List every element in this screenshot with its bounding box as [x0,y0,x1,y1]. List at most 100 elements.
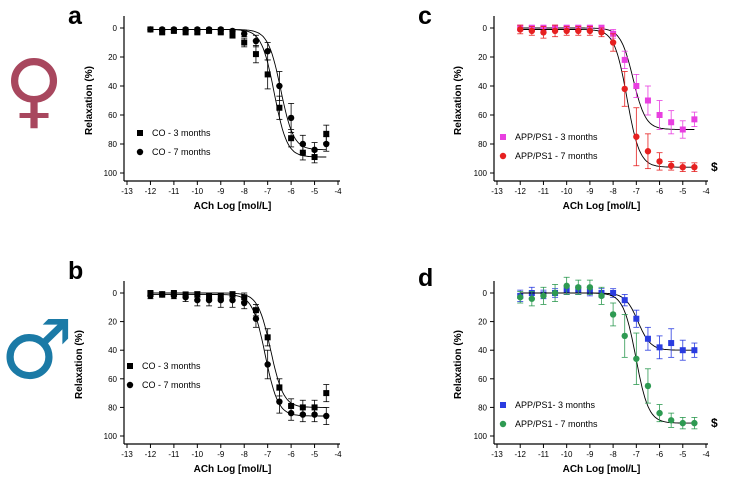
data-point [276,398,283,405]
data-point [288,135,295,142]
legend-label: CO - 3 months [152,128,211,138]
data-point [679,419,686,427]
data-point [540,29,547,36]
data-point [621,297,628,304]
data-point [323,130,330,137]
x-tick-label: -9 [586,187,594,196]
data-point [229,27,236,35]
x-tick-label: -9 [217,187,225,196]
x-axis-title: ACh Log [mol/L] [194,201,272,212]
data-point [563,282,570,290]
y-tick-label: 60 [478,111,487,120]
series-1 [517,24,698,139]
x-tick-label: -10 [561,187,573,196]
data-point [540,292,547,300]
data-point [691,419,698,427]
x-tick-label: -5 [679,450,687,459]
x-tick-label: -12 [145,450,157,459]
data-point [229,296,236,304]
y-tick-label: 100 [104,169,118,178]
significance-annotation: $ [711,160,718,174]
data-point [170,292,178,300]
x-axis-title: ACh Log [mol/L] [563,464,641,475]
x-tick-label: -4 [702,187,710,196]
data-point [656,409,663,417]
data-point [323,390,330,397]
y-tick-label: 20 [478,53,487,62]
data-point [287,114,295,122]
data-point [610,290,617,296]
y-tick-label: 40 [478,346,487,355]
x-tick-label: -7 [633,450,641,459]
data-point [621,332,628,340]
data-point [609,39,617,46]
legend-marker [126,381,134,389]
data-point [667,417,675,424]
data-point [287,409,295,417]
data-point [182,26,189,33]
data-point [679,347,686,354]
x-tick-label: -4 [334,187,342,196]
data-point [551,27,559,35]
data-point [644,382,652,390]
x-tick-label: -13 [121,450,133,459]
data-point [633,133,640,140]
legend-marker [500,134,506,140]
y-tick-label: 60 [478,375,487,384]
data-point [586,284,594,291]
data-point [528,27,536,35]
legend-label: APP/PS1 - 3 months [515,132,598,142]
data-point [667,162,675,169]
data-point [147,292,154,300]
x-tick-label: -12 [514,450,526,459]
legend-label: CO - 7 months [152,147,211,157]
y-axis-title: Relaxation (%) [453,330,464,399]
panel-c: c 0 20 40 60 80 100-13 -12 -11 -10 -9 -8 -7 -6 -5 -4 ACh… [418,2,718,212]
y-tick-label: 40 [108,82,117,91]
y-tick-label: 80 [478,140,487,149]
data-point [158,291,166,298]
x-tick-label: -11 [168,187,180,196]
data-point [598,29,605,36]
y-tick-label: 20 [108,53,117,62]
legend-label: CO - 3 months [142,361,201,371]
data-point [241,299,248,307]
panel-a: a 0 20 40 60 80 100-13 -12 -11 -10 -9 -8 -7 -6 -5 -4 ACh… [68,2,342,212]
x-tick-label: -11 [538,450,550,459]
legend-marker [127,363,133,369]
fit-curve [520,29,695,168]
data-point [252,315,260,322]
data-point [252,51,259,58]
data-point [147,26,154,33]
significance-annotation: $ [711,416,718,430]
data-point [264,334,271,341]
legend-label: APP/PS1- 3 months [515,400,596,410]
panel-letter-c: c [418,2,432,30]
data-point [609,311,617,318]
y-tick-label: 80 [108,403,117,412]
x-tick-label: -10 [561,450,573,459]
data-point [276,104,283,111]
panel-letter-b: b [68,257,83,285]
male-symbol: ♂ [0,303,74,398]
data-point [217,26,224,33]
data-point [633,83,640,89]
y-tick-label: 20 [478,318,487,327]
x-tick-label: -4 [334,450,342,459]
legend-label: CO - 7 months [142,380,201,390]
panel-b: b 0 20 40 60 80 100-13 -12 -11 -10 -9 -8 -7 -6 -5 -4 ACh… [68,257,342,475]
data-point [528,295,536,302]
data-point [598,292,605,300]
y-tick-label: 0 [483,289,488,298]
data-point [668,119,675,126]
legend-marker [499,152,507,160]
panel-letter-a: a [68,2,83,30]
data-point [517,26,524,33]
x-axis-title: ACh Log [mol/L] [194,464,272,475]
data-point [621,85,628,93]
y-tick-label: 40 [478,82,487,91]
data-point [217,296,224,304]
series-2 [147,26,330,158]
legend-marker [499,420,507,428]
